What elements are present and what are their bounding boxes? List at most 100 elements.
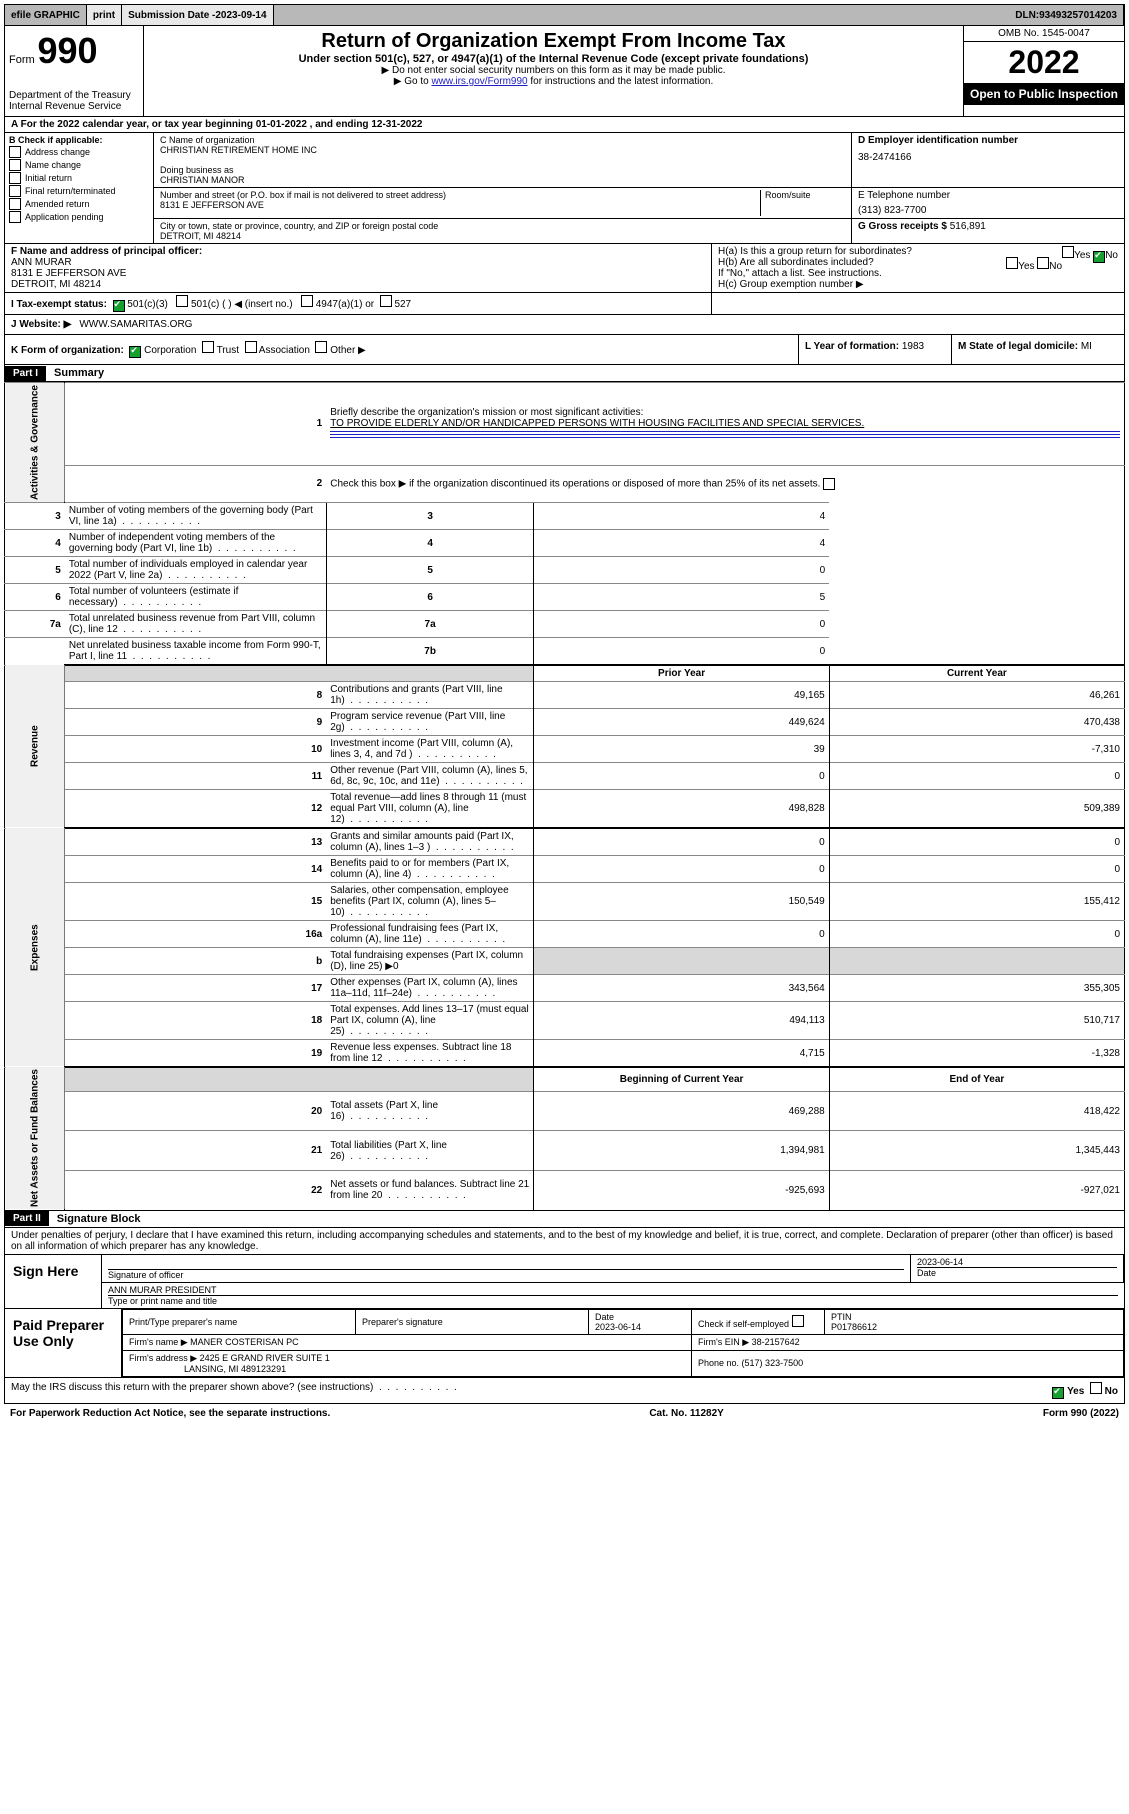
cb-name-change[interactable] [9, 159, 21, 171]
section-fh: F Name and address of principal officer:… [4, 244, 1125, 293]
form-ref: Form 990 (2022) [1043, 1408, 1119, 1419]
cb-other[interactable] [315, 341, 327, 353]
firm-addr1: 2425 E GRAND RIVER SUITE 1 [200, 1353, 330, 1363]
cb-501c[interactable] [176, 295, 188, 307]
cb-hb-no[interactable] [1037, 257, 1049, 269]
cb-527[interactable] [380, 295, 392, 307]
state-domicile: MI [1081, 341, 1092, 352]
row-i: I Tax-exempt status: 501(c)(3) 501(c) ( … [4, 293, 1125, 315]
cb-self-employed[interactable] [792, 1315, 804, 1327]
phone-value: (313) 823-7700 [858, 205, 1118, 216]
year-formed: 1983 [902, 341, 924, 352]
section-bcd: B Check if applicable: Address change Na… [4, 133, 1125, 244]
tax-year: 2022 [964, 42, 1124, 83]
row-klm: K Form of organization: Corporation Trus… [4, 335, 1125, 365]
phone-label: E Telephone number [858, 190, 1118, 201]
org-name-label: C Name of organization [160, 135, 845, 145]
addr-value: 8131 E JEFFERSON AVE [160, 200, 760, 210]
section-governance: Activities & Governance [5, 383, 65, 503]
addr-label: Number and street (or P.O. box if mail i… [160, 190, 760, 200]
paperwork-notice: For Paperwork Reduction Act Notice, see … [10, 1408, 330, 1419]
sig-officer-label: Signature of officer [108, 1269, 904, 1280]
efile-label: efile GRAPHIC [5, 5, 87, 25]
paid-label: Paid Preparer Use Only [5, 1309, 122, 1377]
irs-link[interactable]: www.irs.gov/Form990 [431, 76, 527, 87]
sig-date: 2023-06-14 [917, 1257, 1117, 1267]
ein-label: D Employer identification number [858, 135, 1018, 146]
cb-application-pending[interactable] [9, 211, 21, 223]
website-url[interactable]: WWW.SAMARITAS.ORG [79, 319, 192, 330]
officer-addr2: DETROIT, MI 48214 [11, 279, 101, 290]
top-bar: efile GRAPHIC print Submission Date - 20… [4, 4, 1125, 26]
print-button[interactable]: print [87, 5, 122, 25]
paid-h1: Print/Type preparer's name [123, 1309, 356, 1334]
form-subtitle: Under section 501(c), 527, or 4947(a)(1)… [148, 53, 959, 65]
cb-discuss-no[interactable] [1090, 1382, 1102, 1394]
instruction-line-2: ▶ Go to www.irs.gov/Form990 for instruct… [148, 76, 959, 87]
line1-label: Briefly describe the organization's miss… [330, 407, 643, 418]
sig-date-label: Date [917, 1267, 1117, 1278]
hc-label: H(c) Group exemption number ▶ [718, 279, 1118, 290]
city-value: DETROIT, MI 48214 [160, 231, 845, 241]
summary-table: Activities & Governance 1 Briefly descri… [4, 382, 1125, 1211]
cb-corp[interactable] [129, 346, 141, 358]
cb-ha-yes[interactable] [1062, 246, 1074, 258]
firm-ein: 38-2157642 [752, 1337, 800, 1347]
form-title: Return of Organization Exempt From Incom… [148, 30, 959, 53]
cb-trust[interactable] [202, 341, 214, 353]
officer-addr1: 8131 E JEFFERSON AVE [11, 268, 126, 279]
cb-amended[interactable] [9, 198, 21, 210]
cb-501c3[interactable] [113, 300, 125, 312]
city-label: City or town, state or province, country… [160, 221, 845, 231]
discuss-row: May the IRS discuss this return with the… [4, 1378, 1125, 1404]
cat-no: Cat. No. 11282Y [649, 1408, 723, 1419]
firm-name: MANER COSTERISAN PC [190, 1337, 299, 1347]
firm-phone: (517) 323-7500 [742, 1358, 804, 1368]
gross-value: 516,891 [950, 221, 986, 232]
cb-hb-yes[interactable] [1006, 257, 1018, 269]
ptin: P01786612 [831, 1322, 877, 1332]
sig-name-label: Type or print name and title [108, 1295, 1118, 1306]
line2: Check this box ▶ if the organization dis… [326, 465, 1124, 502]
section-b: B Check if applicable: Address change Na… [5, 133, 154, 243]
cb-final-return[interactable] [9, 185, 21, 197]
declaration: Under penalties of perjury, I declare th… [4, 1228, 1125, 1255]
room-label: Room/suite [760, 190, 845, 216]
dept-label: Department of the Treasury [9, 90, 139, 101]
cb-4947[interactable] [301, 295, 313, 307]
sign-here-label: Sign Here [5, 1255, 102, 1308]
dba-label: Doing business as [160, 165, 845, 175]
hb-label: H(b) Are all subordinates included? [718, 257, 874, 268]
sig-name: ANN MURAR PRESIDENT [108, 1285, 1118, 1295]
cb-address-change[interactable] [9, 146, 21, 158]
gross-label: G Gross receipts $ [858, 221, 950, 232]
row-j: J Website: ▶ WWW.SAMARITAS.ORG [4, 315, 1125, 335]
part1-title: Summary [46, 365, 112, 381]
cb-line2[interactable] [823, 478, 835, 490]
part1-badge: Part I [5, 366, 46, 381]
sign-section: Sign Here Signature of officer 2023-06-1… [4, 1255, 1125, 1309]
irs-label: Internal Revenue Service [9, 101, 139, 112]
part2-title: Signature Block [49, 1211, 149, 1227]
cb-ha-no[interactable] [1093, 251, 1105, 263]
cb-assoc[interactable] [245, 341, 257, 353]
form-number: 990 [37, 30, 97, 71]
dln-label: DLN: 93493257014203 [274, 5, 1124, 25]
cb-initial-return[interactable] [9, 172, 21, 184]
org-name: CHRISTIAN RETIREMENT HOME INC [160, 145, 845, 155]
ein-value: 38-2474166 [858, 152, 1118, 163]
officer-name: ANN MURAR [11, 257, 72, 268]
officer-label: F Name and address of principal officer: [11, 246, 202, 257]
paid-date: 2023-06-14 [595, 1322, 641, 1332]
form-label: Form [9, 54, 35, 66]
row-a-tax-year: A For the 2022 calendar year, or tax yea… [4, 117, 1125, 133]
part2-badge: Part II [5, 1211, 49, 1226]
dba-name: CHRISTIAN MANOR [160, 175, 845, 185]
cb-discuss-yes[interactable] [1052, 1387, 1064, 1399]
paid-preparer: Paid Preparer Use Only Print/Type prepar… [4, 1309, 1125, 1378]
part2-header-row: Part II Signature Block [4, 1211, 1125, 1228]
omb-number: OMB No. 1545-0047 [964, 26, 1124, 42]
line1-text: TO PROVIDE ELDERLY AND/OR HANDICAPPED PE… [330, 418, 864, 429]
open-public-badge: Open to Public Inspection [964, 83, 1124, 105]
instruction-line-1: ▶ Do not enter social security numbers o… [148, 65, 959, 76]
